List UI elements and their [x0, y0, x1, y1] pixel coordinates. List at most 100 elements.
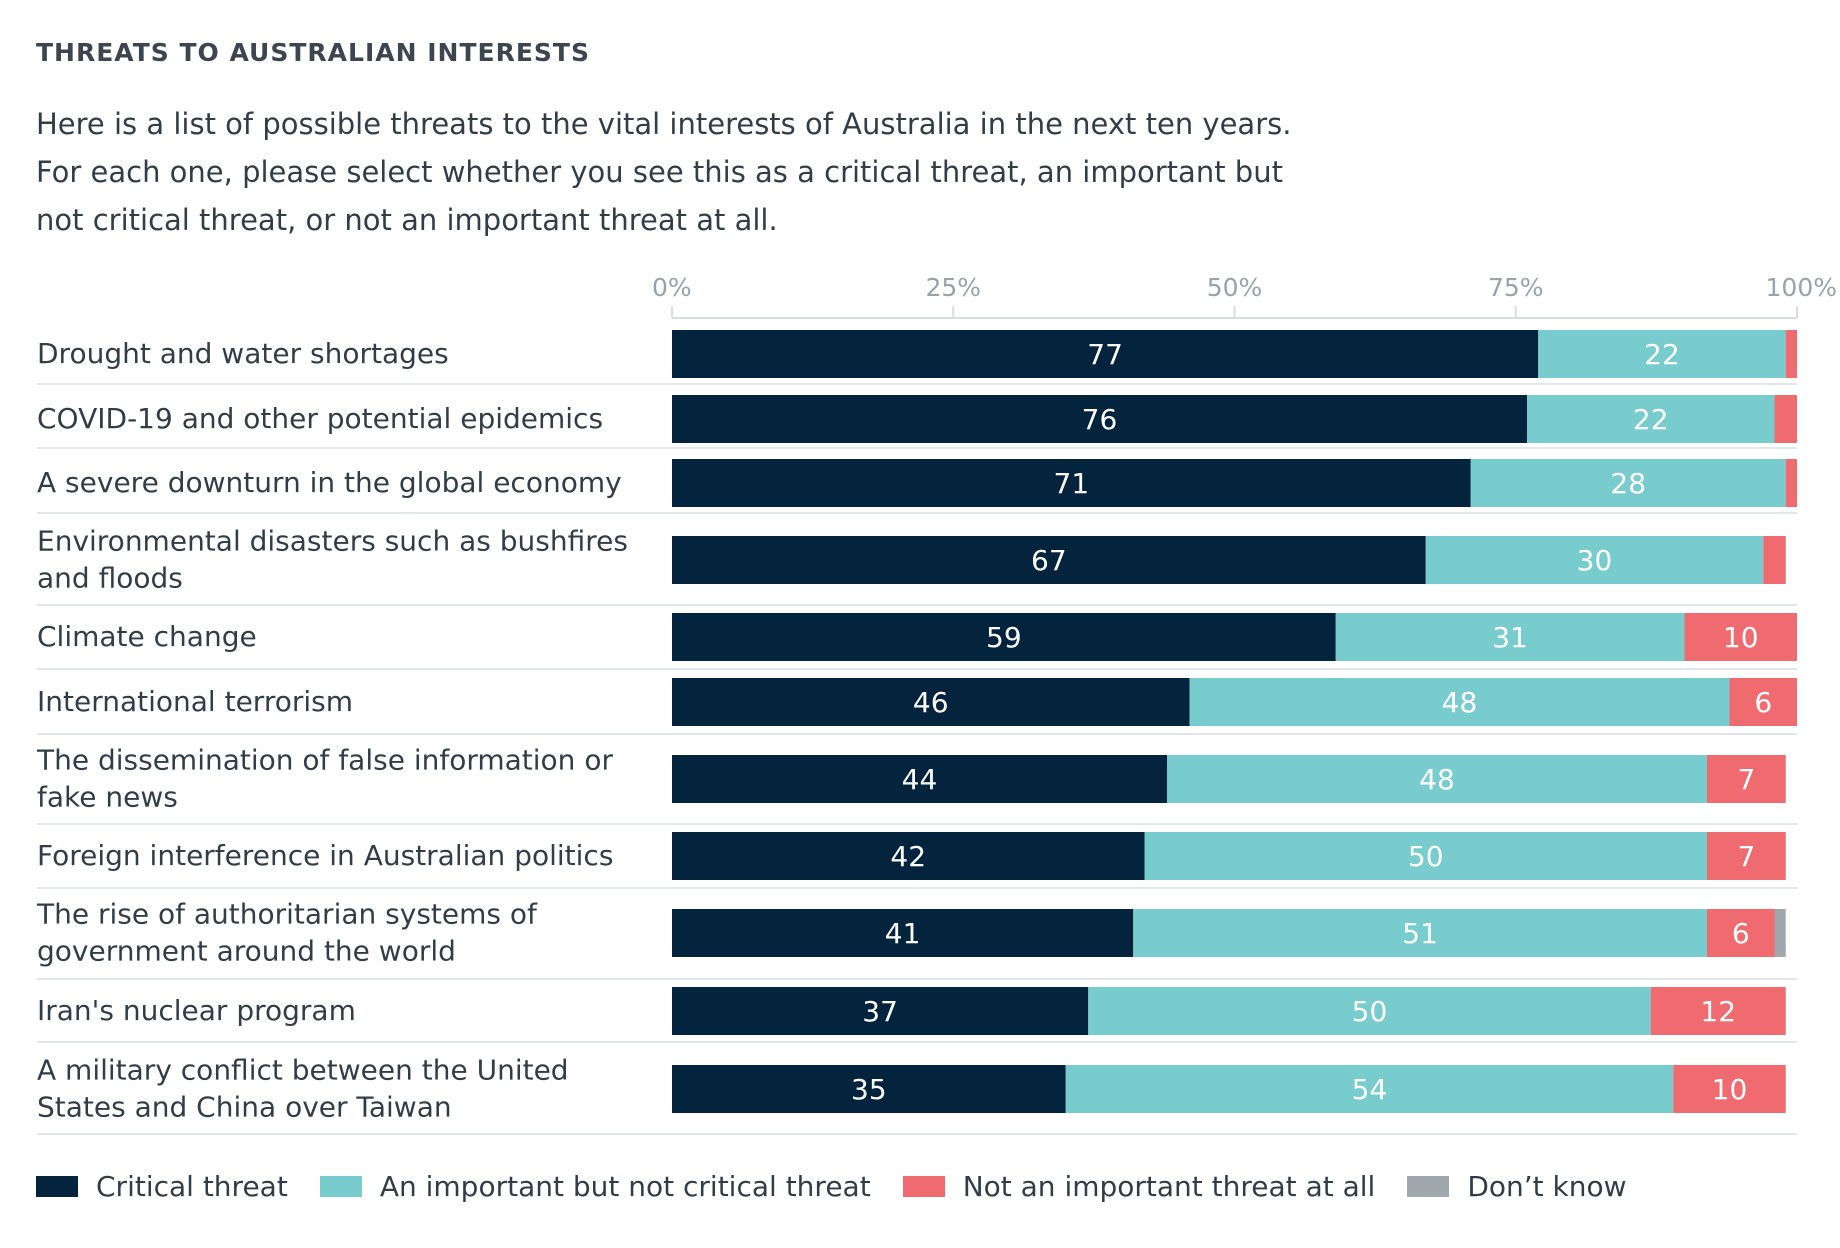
- legend-item-not-important: Not an important threat at all: [902, 1170, 1375, 1203]
- category-label: A military conflict between the United St…: [37, 1054, 569, 1124]
- category-label: Iran's nuclear program: [37, 994, 356, 1027]
- x-tick-label: 100%: [1766, 273, 1837, 302]
- category-label-line: The rise of authoritarian systems of: [36, 898, 538, 931]
- data-label: 71: [1054, 467, 1090, 500]
- bar-segment-critical: [672, 755, 1167, 803]
- data-label: 77: [1087, 338, 1123, 371]
- legend: Critical threat An important but not cri…: [36, 1170, 1659, 1203]
- legend-label-important: An important but not critical threat: [379, 1170, 871, 1203]
- bar-segment-important: [1425, 536, 1764, 584]
- bar-segment-not_important: [1707, 832, 1786, 880]
- bar-segment-not_important: [1774, 395, 1797, 443]
- bar-segment-important: [1470, 459, 1786, 507]
- bar-segment-not_important: [1673, 1065, 1786, 1113]
- bar-segment-critical: [672, 459, 1471, 507]
- data-label: 31: [1492, 621, 1528, 654]
- bar-segment-not_important: [1763, 536, 1786, 584]
- data-label: 42: [890, 840, 926, 873]
- bar-segment-critical: [672, 330, 1539, 378]
- bar-segment-not_important: [1707, 755, 1786, 803]
- category-label-line: The dissemination of false information o…: [36, 744, 613, 777]
- data-label: 37: [862, 995, 898, 1028]
- stacked-bar-chart: 0% 25% 50% 75% 100% Drought and water shortag…: [36, 273, 1837, 1135]
- category-label-line: and floods: [37, 562, 183, 595]
- category-label-line: government around the world: [37, 935, 456, 968]
- category-label-line: A severe downturn in the global economy: [37, 466, 622, 499]
- data-label: 50: [1408, 840, 1444, 873]
- x-tick-label: 25%: [925, 273, 981, 302]
- bar-segment-not_important: [1785, 459, 1797, 507]
- legend-swatch-dont-know: [1407, 1176, 1450, 1197]
- bar-segment-critical: [672, 1065, 1066, 1113]
- bar-segment-important: [1133, 909, 1707, 957]
- bar-segment-important: [1088, 987, 1651, 1035]
- bar-segment-critical: [672, 395, 1527, 443]
- bar-segment-not_important: [1650, 987, 1786, 1035]
- data-label: 41: [885, 917, 921, 950]
- bar-segment-not_important: [1729, 678, 1797, 726]
- bar-segment-not_important: [1707, 909, 1775, 957]
- category-label: The rise of authoritarian systems of gove…: [36, 898, 538, 968]
- category-label: Environmental disasters such as bushfire…: [37, 525, 628, 595]
- legend-swatch-not-important: [902, 1176, 945, 1197]
- category-label-line: Drought and water shortages: [37, 337, 449, 370]
- bar-segment-not_important: [1684, 613, 1797, 661]
- x-tick-label: 50%: [1207, 273, 1263, 302]
- data-label: 35: [851, 1073, 887, 1106]
- bar-segment-important: [1189, 678, 1730, 726]
- category-label-line: COVID-19 and other potential epidemics: [37, 402, 603, 435]
- data-label: 6: [1732, 917, 1750, 950]
- legend-item-critical: Critical threat: [36, 1170, 288, 1203]
- data-label: 48: [1442, 686, 1478, 719]
- data-label: 10: [1723, 621, 1759, 654]
- data-label: 6: [1754, 686, 1772, 719]
- data-label: 76: [1082, 403, 1118, 436]
- bar-segment-critical: [672, 678, 1190, 726]
- data-label: 10: [1712, 1073, 1748, 1106]
- data-label: 7: [1737, 840, 1755, 873]
- category-label: International terrorism: [37, 685, 353, 718]
- bar-segment-not_important: [1785, 330, 1797, 378]
- bar-segment-important: [1335, 613, 1685, 661]
- bar-segment-dont_know: [1774, 909, 1786, 957]
- legend-swatch-important: [319, 1176, 362, 1197]
- data-label: 59: [986, 621, 1022, 654]
- category-label: Drought and water shortages: [37, 337, 449, 370]
- bar-segment-critical: [672, 987, 1089, 1035]
- category-label: COVID-19 and other potential epidemics: [37, 402, 603, 435]
- bar-segment-critical: [672, 613, 1336, 661]
- data-label: 50: [1352, 995, 1388, 1028]
- data-label: 44: [902, 763, 938, 796]
- legend-item-important: An important but not critical threat: [319, 1170, 871, 1203]
- legend-swatch-critical: [36, 1176, 78, 1197]
- data-label: 22: [1633, 403, 1669, 436]
- data-label: 67: [1031, 544, 1067, 577]
- data-label: 54: [1352, 1073, 1388, 1106]
- data-label: 46: [913, 686, 949, 719]
- bar-segment-important: [1167, 755, 1707, 803]
- bar-segment-critical: [672, 832, 1145, 880]
- category-label-line: A military conflict between the United: [37, 1054, 569, 1087]
- bar-segment-critical: [672, 909, 1134, 957]
- category-label: Climate change: [37, 620, 257, 653]
- category-label-line: Foreign interference in Australian polit…: [37, 839, 613, 872]
- data-label: 48: [1419, 763, 1455, 796]
- category-label-line: Environmental disasters such as bushfire…: [37, 525, 628, 558]
- data-label: 51: [1402, 917, 1438, 950]
- category-label: The dissemination of false information o…: [36, 744, 613, 814]
- data-label: 22: [1644, 338, 1680, 371]
- legend-item-dont-know: Don’t know: [1407, 1170, 1627, 1203]
- bar-segment-important: [1538, 330, 1786, 378]
- legend-label-dont-know: Don’t know: [1467, 1170, 1627, 1203]
- category-label-line: Climate change: [37, 620, 257, 653]
- data-label: 28: [1610, 467, 1646, 500]
- chart-title: THREATS TO AUSTRALIAN INTERESTS: [36, 38, 590, 67]
- category-label-line: Iran's nuclear program: [37, 994, 356, 1027]
- category-label-line: International terrorism: [37, 685, 353, 718]
- data-label: 12: [1700, 995, 1736, 1028]
- bar-segment-important: [1065, 1065, 1674, 1113]
- data-label: 7: [1737, 763, 1755, 796]
- bar-segment-critical: [672, 536, 1426, 584]
- data-label: 30: [1577, 544, 1613, 577]
- category-label-line: fake news: [37, 781, 178, 814]
